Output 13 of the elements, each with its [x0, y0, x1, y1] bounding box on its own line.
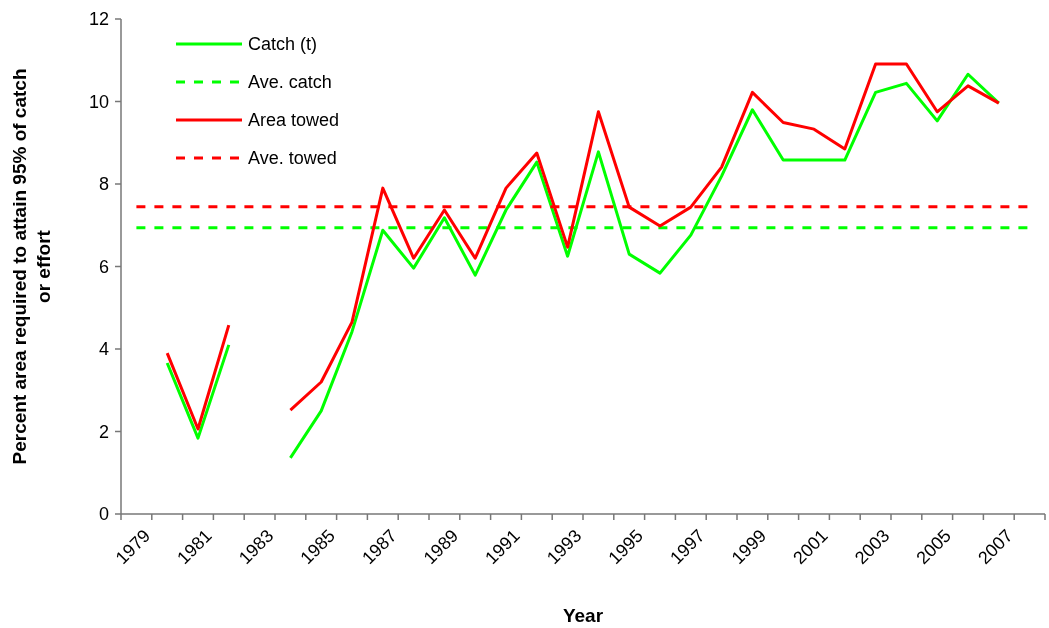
legend-label: Ave. towed: [248, 148, 337, 169]
y-tick-label: 4: [98, 339, 109, 360]
y-tick-label: 10: [88, 91, 109, 112]
legend-label: Area towed: [248, 110, 340, 131]
legend-label: Catch (t): [248, 34, 318, 55]
y-tick-label: 12: [88, 9, 109, 30]
y-tick-label: 2: [98, 421, 109, 442]
legend-label: Ave. catch: [248, 72, 332, 93]
y-axis-title: Percent area required to attain 95% of catch or effort: [9, 68, 54, 465]
x-axis-title: Year: [562, 605, 604, 626]
y-tick-label: 6: [98, 256, 109, 277]
y-tick-label: 8: [98, 174, 109, 195]
y-tick-label: 0: [98, 504, 109, 525]
